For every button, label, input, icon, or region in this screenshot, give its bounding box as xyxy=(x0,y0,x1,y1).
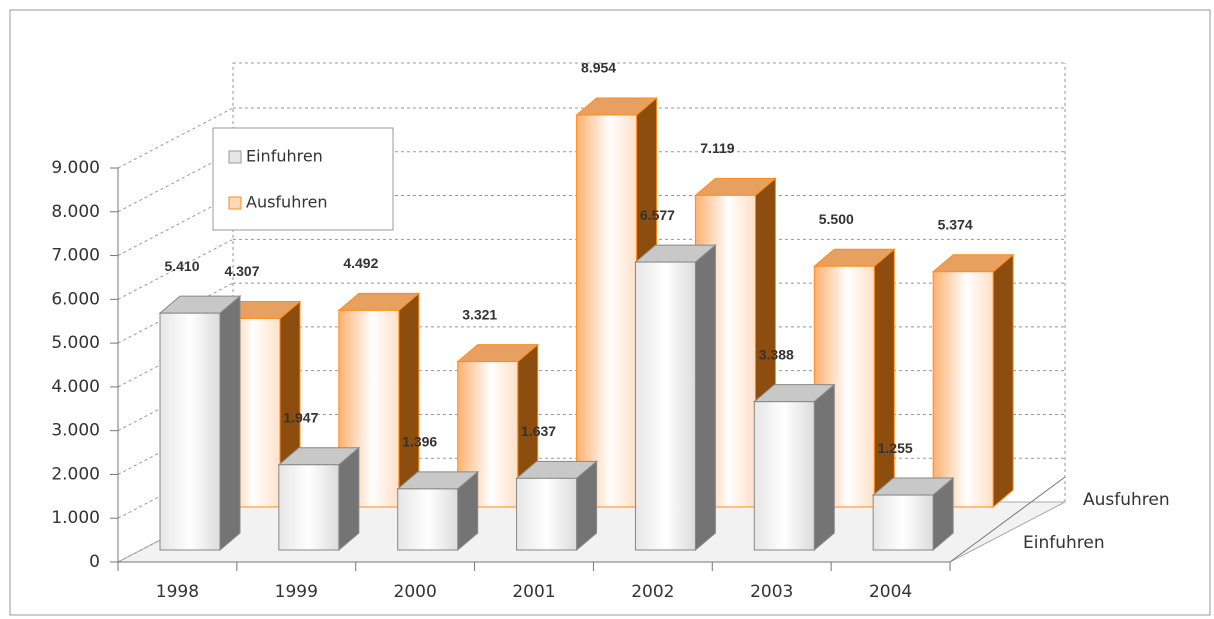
value-label: 3.388 xyxy=(759,346,794,362)
x-tick-label: 2001 xyxy=(512,582,555,602)
x-tick-label: 1998 xyxy=(156,582,199,602)
bar-side xyxy=(873,248,895,509)
bar xyxy=(576,114,638,508)
bar xyxy=(634,261,696,551)
grid-diagonal xyxy=(117,282,234,344)
value-label: 6.577 xyxy=(640,207,675,223)
bar-side xyxy=(338,446,360,552)
value-label: 3.321 xyxy=(462,306,497,322)
y-tick-label: 4.000 xyxy=(51,377,100,397)
grid-diagonal xyxy=(117,238,234,300)
y-tick-label: 6.000 xyxy=(51,289,100,309)
x-tick-label: 2000 xyxy=(394,582,437,602)
value-label: 8.954 xyxy=(581,60,616,76)
bar xyxy=(753,401,815,551)
value-label: 1.396 xyxy=(402,434,437,450)
x-tick-label: 2002 xyxy=(631,582,674,602)
y-tick-label: 9.000 xyxy=(51,158,100,178)
value-label: 5.410 xyxy=(164,258,199,274)
bar xyxy=(278,464,340,551)
legend-swatch xyxy=(228,150,242,164)
y-tick-label: 2.000 xyxy=(51,464,100,484)
bar-side xyxy=(694,243,716,552)
frame xyxy=(9,9,1211,616)
value-label: 1.637 xyxy=(521,423,556,439)
value-label: 4.307 xyxy=(224,263,259,279)
x-tick-label: 2004 xyxy=(869,582,912,602)
x-tick-label: 1999 xyxy=(275,582,318,602)
z-axis xyxy=(949,476,1066,563)
y-tick-label: 0 xyxy=(89,552,100,572)
bar xyxy=(932,271,994,508)
value-label: 5.500 xyxy=(819,211,854,227)
y-tick-label: 1.000 xyxy=(51,508,100,528)
value-label: 7.119 xyxy=(700,140,734,156)
legend-swatch xyxy=(228,196,242,210)
y-tick-label: 3.000 xyxy=(51,421,100,441)
legend-box xyxy=(212,127,394,231)
bar xyxy=(516,477,578,551)
y-tick-label: 7.000 xyxy=(51,246,100,266)
value-label: 1.255 xyxy=(878,440,913,456)
value-label: 1.947 xyxy=(283,409,318,425)
y-tick-label: 8.000 xyxy=(51,202,100,222)
bar xyxy=(872,494,934,551)
x-tick-label: 2003 xyxy=(750,582,793,602)
legend-label: Einfuhren xyxy=(246,147,323,166)
bar-side xyxy=(219,295,241,552)
y-tick-label: 5.000 xyxy=(51,333,100,353)
bar-side xyxy=(813,383,835,552)
bar xyxy=(159,312,221,551)
legend-label: Ausfuhren xyxy=(246,193,328,212)
bar-side xyxy=(992,253,1014,509)
z-label: Ausfuhren xyxy=(1083,490,1170,510)
grid-diagonal xyxy=(117,107,234,169)
value-label: 5.374 xyxy=(938,216,973,232)
value-label: 4.492 xyxy=(343,255,378,271)
bar xyxy=(397,488,459,551)
z-label: Einfuhren xyxy=(1023,533,1105,553)
